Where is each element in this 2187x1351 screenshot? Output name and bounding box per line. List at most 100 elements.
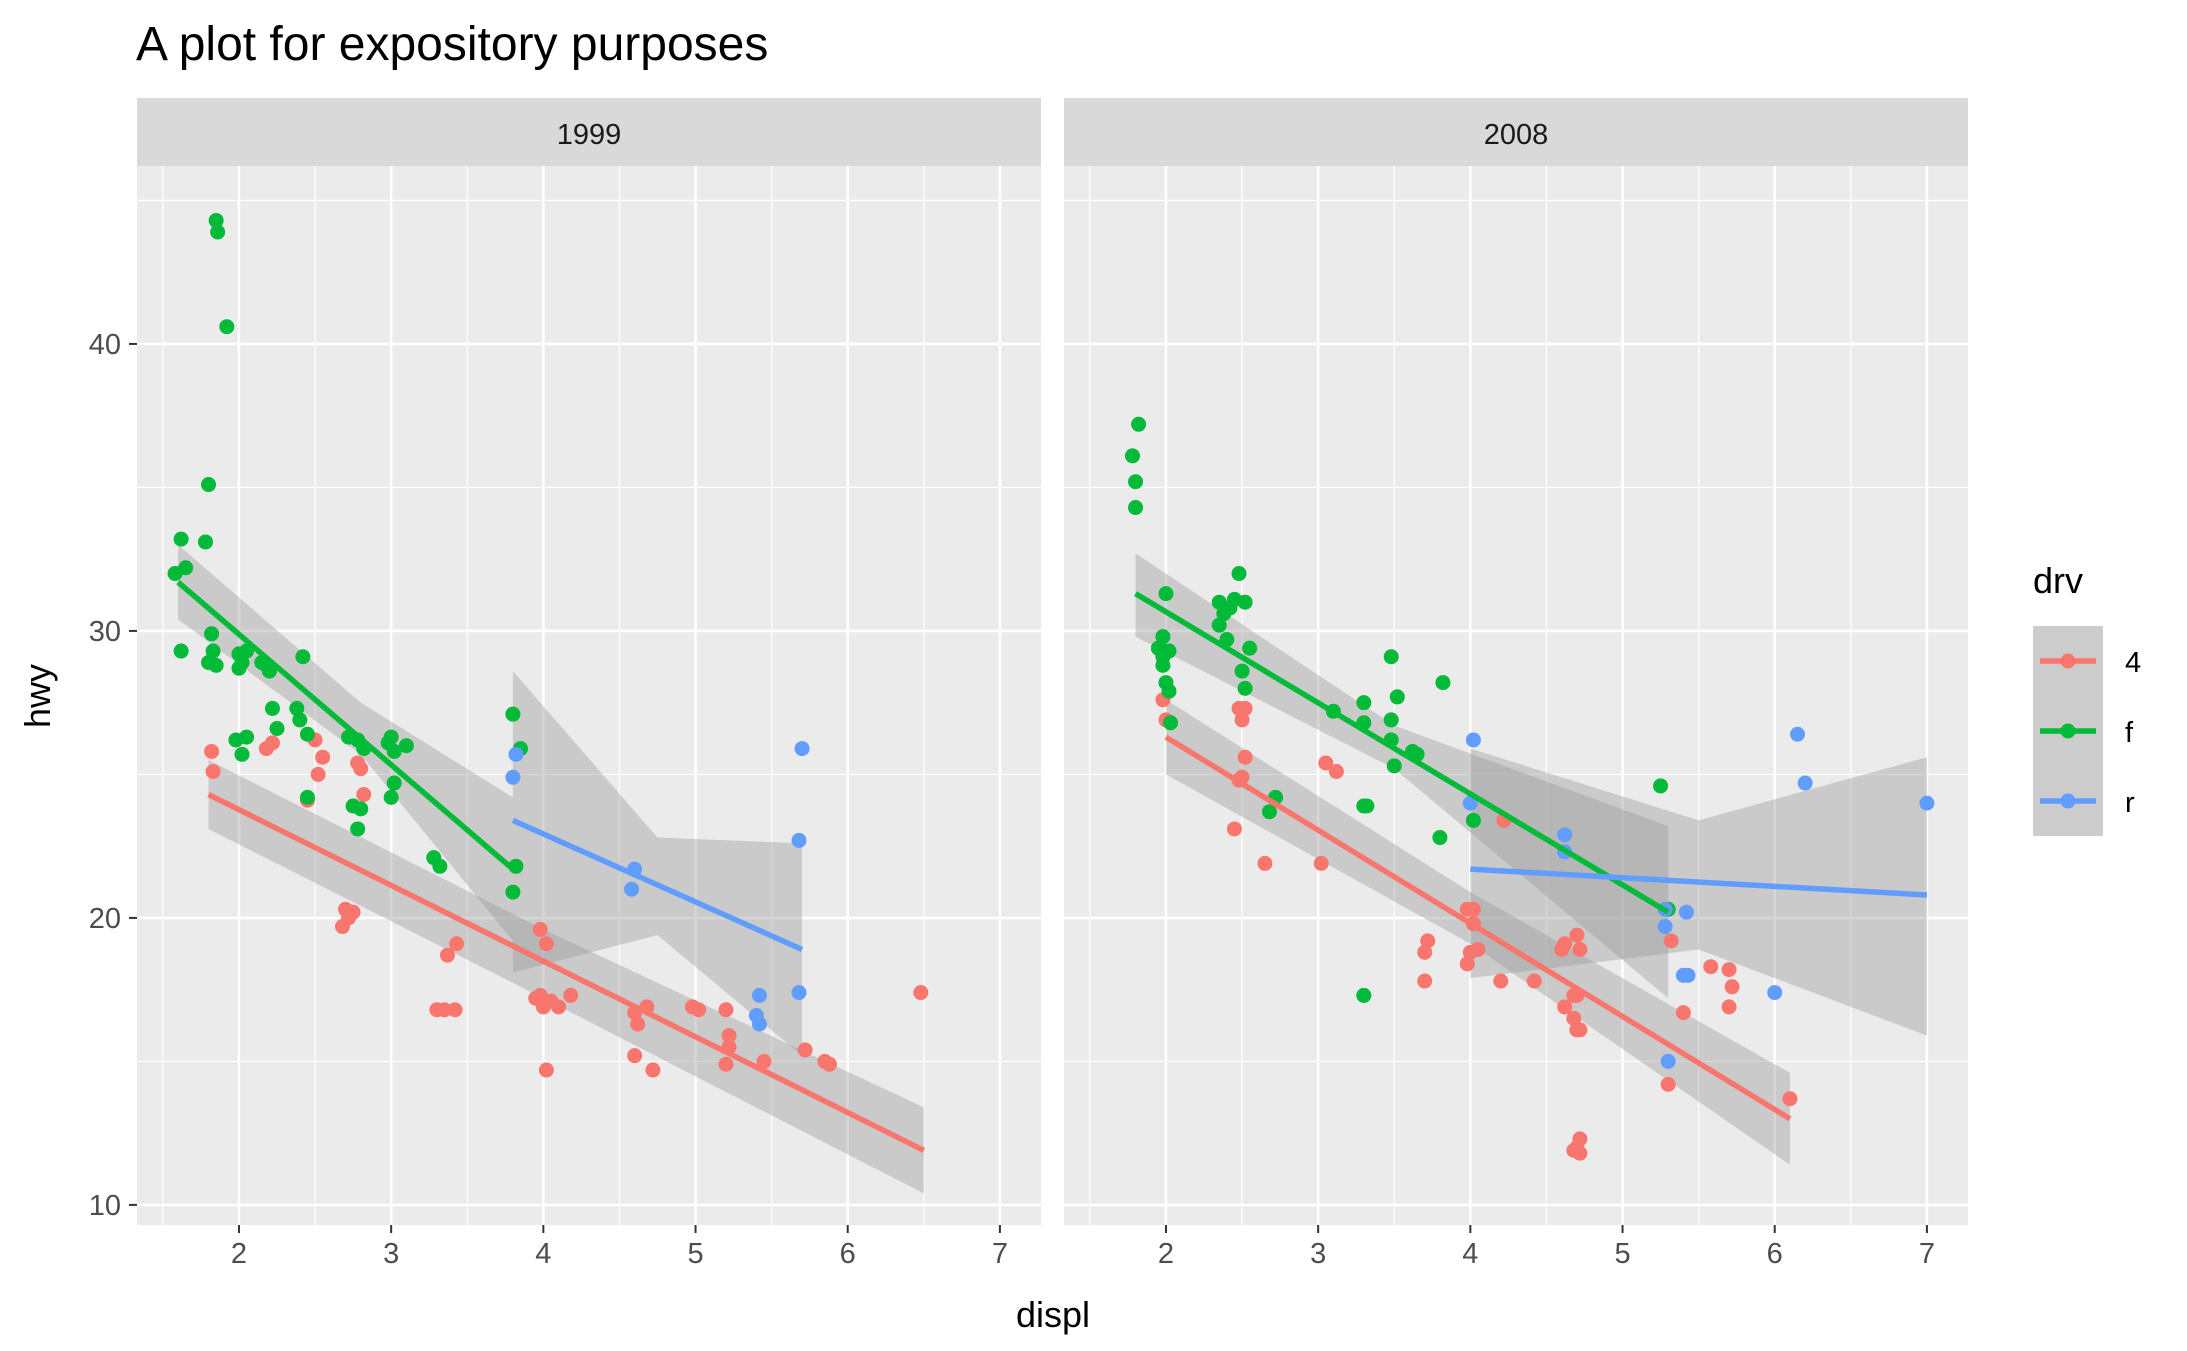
- data-point-4: [1328, 764, 1344, 780]
- data-point-4: [1459, 956, 1475, 972]
- data-point-4: [532, 921, 548, 937]
- x-tick-label: 7: [1919, 1238, 1935, 1270]
- data-point-r: [1797, 775, 1813, 791]
- strip-label-2008: 2008: [1484, 119, 1549, 151]
- data-point-f: [1161, 643, 1177, 659]
- data-point-f: [201, 477, 217, 493]
- data-point-f: [1237, 680, 1253, 696]
- data-point-f: [1242, 640, 1258, 656]
- data-point-f: [383, 729, 399, 745]
- data-point-4: [310, 766, 326, 782]
- data-point-4: [1782, 1091, 1798, 1107]
- data-point-r: [1790, 726, 1806, 742]
- data-point-f: [508, 858, 524, 874]
- data-point-4: [1554, 941, 1570, 957]
- y-tick-label: 30: [89, 616, 121, 648]
- data-point-4: [551, 999, 567, 1015]
- x-axis-ticks-2008: 2 3 4 5 6 7: [1158, 1225, 1935, 1270]
- data-point-f: [1237, 594, 1253, 610]
- data-point-4: [1569, 927, 1585, 943]
- data-point-4: [353, 761, 369, 777]
- data-point-f: [295, 649, 311, 665]
- data-point-f: [1383, 649, 1399, 665]
- data-point-4: [1470, 941, 1486, 957]
- data-point-r: [794, 741, 810, 757]
- data-point-4: [1465, 901, 1481, 917]
- x-tick-label: 6: [1767, 1238, 1783, 1270]
- trend-lines-1999: [176, 580, 926, 1153]
- confidence-band-r: [512, 671, 803, 1056]
- data-point-f: [1359, 798, 1375, 814]
- data-point-4: [821, 1056, 837, 1072]
- confidence-band-4: [1165, 699, 1790, 1165]
- x-tick-label: 2: [231, 1238, 247, 1270]
- x-tick-label: 4: [535, 1238, 551, 1270]
- data-point-4: [356, 787, 372, 803]
- data-point-f: [210, 224, 226, 240]
- panel-1999: 1999 2 3 4 5 6 7: [137, 98, 1041, 1270]
- data-point-4: [1572, 1022, 1588, 1038]
- data-point-4: [1417, 973, 1433, 989]
- y-tick-label: 20: [89, 903, 121, 935]
- legend-title: drv: [2033, 560, 2083, 601]
- data-point-f: [1128, 474, 1144, 490]
- data-point-4: [1234, 712, 1250, 728]
- data-point-f: [1155, 657, 1171, 673]
- data-point-f: [197, 534, 213, 550]
- data-point-4: [1721, 962, 1737, 978]
- confidence-band-4: [208, 760, 924, 1194]
- data-point-4: [1572, 1131, 1588, 1147]
- data-point-4: [1724, 979, 1740, 995]
- data-point-f: [292, 712, 308, 728]
- strip-background-2008: [1064, 98, 1968, 166]
- data-point-4: [1675, 1005, 1691, 1021]
- data-point-4: [1318, 755, 1334, 771]
- data-point-f: [1389, 689, 1405, 705]
- data-point-4: [756, 1053, 772, 1069]
- data-point-r: [1767, 985, 1783, 1001]
- data-point-f: [1386, 758, 1402, 774]
- data-point-4: [721, 1028, 737, 1044]
- data-point-f: [219, 319, 235, 335]
- data-point-f: [505, 884, 521, 900]
- data-point-f: [350, 821, 366, 837]
- y-axis-ticks: 10 20 30 40: [89, 329, 137, 1222]
- x-axis-title: displ: [1016, 1294, 1090, 1335]
- data-point-f: [1383, 712, 1399, 728]
- x-tick-label: 3: [1310, 1238, 1326, 1270]
- data-point-4: [315, 749, 331, 765]
- data-point-r: [1557, 827, 1573, 843]
- confidence-bands-2008: [1135, 553, 1927, 1165]
- data-point-f: [1124, 448, 1140, 464]
- data-point-r: [1465, 732, 1481, 748]
- data-point-r: [505, 769, 521, 785]
- data-point-f: [1356, 695, 1372, 711]
- data-point-f: [1158, 586, 1174, 602]
- chart-title: A plot for expository purposes: [136, 18, 768, 71]
- data-point-4: [691, 1002, 707, 1018]
- data-point-4: [204, 743, 220, 759]
- trend-line-4: [207, 792, 926, 1153]
- data-point-f: [264, 700, 280, 716]
- data-point-f: [299, 726, 315, 742]
- data-point-f: [1465, 812, 1481, 828]
- data-point-f: [1231, 566, 1247, 582]
- data-point-r: [751, 1016, 767, 1032]
- data-point-4: [532, 987, 548, 1003]
- data-point-4: [1417, 944, 1433, 960]
- data-point-f: [386, 743, 402, 759]
- data-point-4: [1257, 855, 1273, 871]
- legend-label-r: r: [2125, 787, 2135, 819]
- data-point-f: [1356, 987, 1372, 1003]
- data-point-f: [173, 643, 189, 659]
- data-point-r: [508, 746, 524, 762]
- data-point-4: [1313, 855, 1329, 871]
- legend-label-f: f: [2125, 717, 2134, 749]
- trend-line-4: [1164, 734, 1792, 1122]
- gridlines-1999: [137, 166, 1041, 1225]
- strip-background-1999: [137, 98, 1041, 166]
- trend-line-f: [1134, 591, 1670, 915]
- points-2008: [1124, 416, 1935, 1161]
- data-point-4: [718, 1002, 734, 1018]
- data-point-f: [299, 789, 315, 805]
